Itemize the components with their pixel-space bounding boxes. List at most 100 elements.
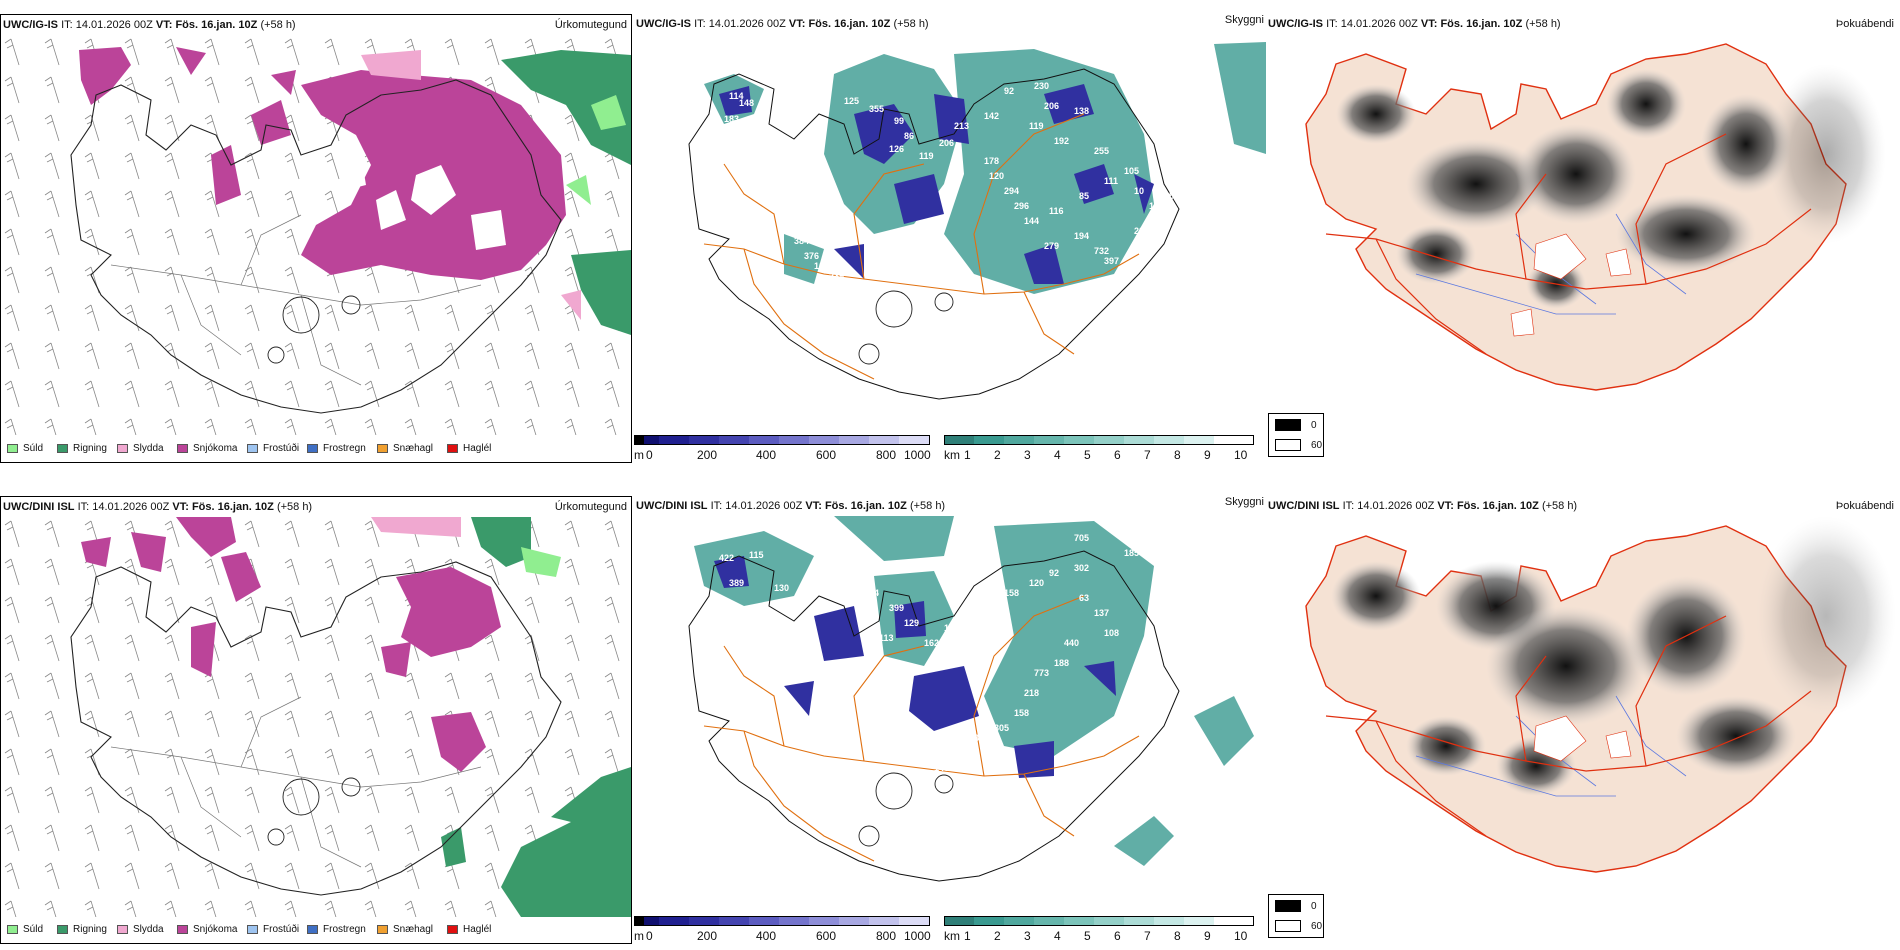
colorbar-tick: 200 [697,448,718,462]
panel-type-label: Úrkomutegund [554,19,627,31]
fog-map [1305,43,1886,391]
roads [703,113,1140,380]
cloud-base-value-label: 99 [894,116,904,126]
legend-item: Snæhagl [377,443,433,454]
fog-legend: 0 60 [1268,413,1324,457]
legend-item: 0 [1275,419,1317,431]
cloud-base-value-label: 512 [1169,191,1184,201]
colorbar-tick: 4 [1054,448,1061,462]
cloud-base-value-label: 138 [1074,106,1089,116]
colorbar-tick: 6 [1114,929,1121,943]
cloud-base-value-label: 105 [1124,166,1139,176]
legend-item: Súld [7,443,43,454]
visibility-colorbar: km 1 2 3 4 5 6 7 8 9 10 [944,435,1266,463]
cloud-base-value-label: 125 [899,738,914,748]
cloud-base-value-label: 126 [889,144,904,154]
colorbar-tick: 400 [756,929,777,943]
cloud-base-value-label: 119 [984,603,999,613]
cloud-base-value-label: 162 [774,206,789,216]
cloud-base-value-label: 732 [1094,246,1109,256]
cloud-base-value-label: 158 [1014,708,1029,718]
cloud-base-value-label: 705 [1074,533,1089,543]
cloud-base-value-label: 422 [719,553,734,563]
visibility-panel-bottom: UWC/DINI ISL IT: 14.01.2026 00Z VT: Fös.… [634,496,1266,944]
fog-shading [1336,64,1886,309]
coastline [70,79,562,414]
colorbar-tick: 3 [1024,929,1031,943]
colorbar-unit: m [634,448,644,462]
cloud-base-value-label: 129 [904,618,919,628]
cloud-base-value-label: 294 [1004,186,1019,196]
cloud-base-value-label: 63 [1079,593,1089,603]
cloud-base-value-label: 115 [749,550,764,560]
colorbar-tick: 10 [1234,929,1248,943]
cloud-base-value-label: 132 [1149,201,1164,211]
cloud-base-value-label: 119 [919,151,934,161]
legend-item: Haglél [447,443,491,454]
cloud-base-value-label: 130 [774,583,789,593]
panel-title: UWC/IG-IS IT: 14.01.2026 00Z VT: Fös. 16… [636,18,929,30]
cloud-base-value-label: 142 [984,111,999,121]
legend-item: Slydda [117,443,164,454]
cloud-base-value-label: 183 [724,114,739,124]
legend-item: Haglél [447,924,491,935]
cloud-base-value-label: 440 [1064,638,1079,648]
cloud-base-value-label: 397 [1104,256,1119,266]
colorbar-tick: 5 [1084,929,1091,943]
cloud-base-value-label: 248 [1154,216,1169,226]
cloud-base-value-label: 206 [1044,101,1059,111]
cloud-base-value-label: 279 [1044,241,1059,251]
colorbar-tick: 800 [876,448,897,462]
panel-type-label: Þokuábendi [1835,500,1894,512]
cloud-base-value-label: 92 [1049,568,1059,578]
colorbar-tick: 8 [1174,448,1181,462]
cloud-base-value-label: 305 [994,723,1009,733]
colorbar-tick: 1000 [904,448,931,462]
panel-title: UWC/DINI ISL IT: 14.01.2026 00Z VT: Fös.… [3,501,313,513]
colorbar-tick: 5 [1084,448,1091,462]
cloud-base-value-label: 114 [729,91,744,101]
cloud-base-value-label: 296 [1014,201,1029,211]
colorbar-tick: 9 [1204,929,1211,943]
cloud-base-value-label: 84 [859,708,869,718]
colorbar-tick: 600 [816,448,837,462]
cloud-base-value-label: 92 [1004,86,1014,96]
colorbar-tick: 400 [756,448,777,462]
cloud-base-colorbar: m 0 200 400 600 800 1000 [634,435,934,463]
cloud-base-colorbar: m 0 200 400 600 800 1000 [634,916,934,944]
cloud-base-value-label: 185 [1124,548,1139,558]
fog-legend: 0 60 [1268,894,1324,938]
precip-panel-bottom: UWC/DINI ISL IT: 14.01.2026 00Z VT: Fös.… [0,496,632,944]
colorbar-tick: 10 [1234,448,1248,462]
cloud-base-value-label: 315 [1119,266,1134,276]
coastline [70,561,562,896]
cloud-base-value-label: 144 [1024,216,1039,226]
legend-item: Snjókoma [177,924,237,935]
cloud-base-value-label: 399 [889,603,904,613]
colorbar-tick: 1 [964,929,971,943]
legend-item: 60 [1275,920,1322,932]
cloud-base-value-label: 85 [1079,191,1089,201]
cloud-base-value-label: 192 [1054,136,1069,146]
cloud-base-value-label: 194 [1074,231,1089,241]
cloud-base-value-label: 119 [1029,121,1044,131]
cloud-base-value-label: 111 [1104,176,1118,186]
panel-type-label: Skyggni [1224,496,1264,508]
legend-item: Slydda [117,924,164,935]
panel-type-label: Úrkomutegund [554,501,627,513]
cloud-base-value-label: 86 [904,131,914,141]
fog-panel-bottom: UWC/DINI ISL IT: 14.01.2026 00Z VT: Fös.… [1266,496,1900,944]
panel-title: UWC/IG-IS IT: 14.01.2026 00Z VT: Fös. 16… [3,19,296,31]
cloud-base-value-label: 773 [1034,668,1049,678]
cloud-base-value-label: 108 [1104,628,1119,638]
panel-title: UWC/DINI ISL IT: 14.01.2026 00Z VT: Fös.… [636,500,946,512]
colorbar-unit: km [944,929,960,943]
colorbar-tick: 2 [994,929,1001,943]
cloud-base-value-label: 123 [744,618,759,628]
legend-item: Frostregn [307,443,366,454]
cloud-base-value-label: 188 [1054,658,1069,668]
cloud-base-value-label: 355 [869,104,884,114]
cloud-base-value-label: 161 [814,261,829,271]
